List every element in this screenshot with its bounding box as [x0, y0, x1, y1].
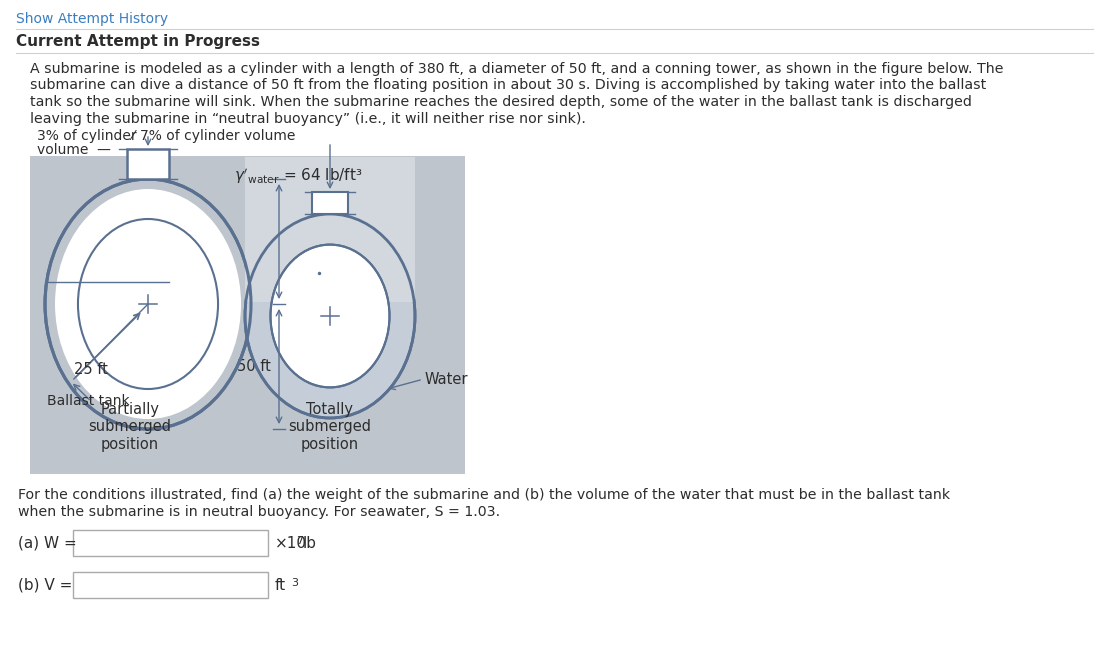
Text: 3% of cylinder: 3% of cylinder — [37, 129, 136, 143]
Bar — [30, 156, 465, 474]
Text: tank so the submarine will sink. When the submarine reaches the desired depth, s: tank so the submarine will sink. When th… — [30, 95, 971, 109]
Text: lb: lb — [303, 535, 317, 551]
Text: 7: 7 — [296, 536, 303, 546]
Text: Water: Water — [425, 372, 468, 387]
Bar — [312, 192, 348, 214]
Ellipse shape — [78, 219, 218, 389]
Ellipse shape — [45, 179, 251, 429]
Text: 3 ft: 3 ft — [246, 234, 271, 249]
Text: Show Attempt History: Show Attempt History — [16, 12, 169, 26]
Text: ⁄: ⁄ — [132, 129, 134, 143]
Text: volume  —: volume — — [37, 143, 111, 157]
Text: Partially
submerged
position: Partially submerged position — [89, 402, 172, 452]
Text: 7% of cylinder volume: 7% of cylinder volume — [140, 129, 295, 143]
Text: Current Attempt in Progress: Current Attempt in Progress — [16, 34, 260, 49]
Text: For the conditions illustrated, find (a) the weight of the submarine and (b) the: For the conditions illustrated, find (a)… — [18, 488, 950, 502]
Ellipse shape — [271, 245, 389, 387]
Text: 25 ft: 25 ft — [74, 361, 109, 377]
Text: submarine can dive a distance of 50 ft from the floating position in about 30 s.: submarine can dive a distance of 50 ft f… — [30, 78, 986, 92]
Bar — [73, 572, 268, 598]
Text: $\gamma'_{\mathrm{water}}$ = 64 lb/ft³: $\gamma'_{\mathrm{water}}$ = 64 lb/ft³ — [234, 166, 363, 185]
Text: ×10: ×10 — [275, 535, 307, 551]
Text: Ballast tank: Ballast tank — [47, 394, 130, 408]
Bar — [128, 149, 169, 179]
Text: when the submarine is in neutral buoyancy. For seawater, S = 1.03.: when the submarine is in neutral buoyanc… — [18, 505, 500, 519]
Ellipse shape — [55, 189, 241, 419]
Bar — [245, 157, 415, 302]
Text: A submarine is modeled as a cylinder with a length of 380 ft, a diameter of 50 f: A submarine is modeled as a cylinder wit… — [30, 62, 1004, 76]
Ellipse shape — [245, 214, 415, 418]
Text: leaving the submarine in “neutral buoyancy” (i.e., it will neither rise nor sink: leaving the submarine in “neutral buoyan… — [30, 112, 586, 126]
Text: (a) W =: (a) W = — [18, 535, 77, 551]
Text: (b) V =: (b) V = — [18, 577, 72, 593]
Text: 50 ft: 50 ft — [237, 359, 271, 374]
Text: Totally
submerged
position: Totally submerged position — [288, 402, 372, 452]
Text: ft: ft — [275, 577, 286, 593]
Bar — [73, 530, 268, 556]
Text: 3: 3 — [291, 578, 298, 588]
